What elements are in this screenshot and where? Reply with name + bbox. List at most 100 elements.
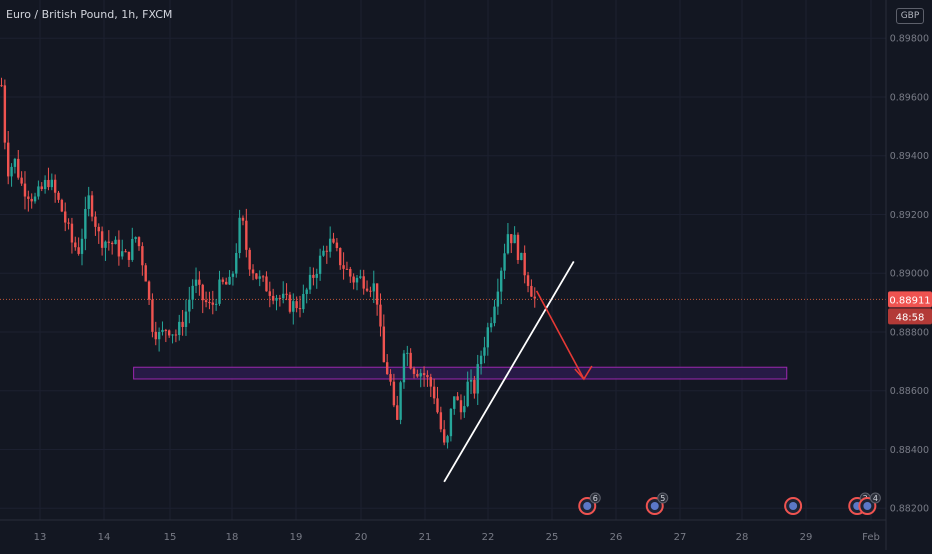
candle (67, 218, 70, 230)
candle (355, 275, 359, 291)
candle (295, 296, 298, 313)
candle (446, 434, 449, 449)
event-marker[interactable]: 5 (645, 492, 669, 515)
x-tick-label: 21 (419, 532, 432, 543)
candle (37, 180, 40, 200)
candle (141, 242, 144, 276)
candle (305, 287, 308, 304)
candle (104, 240, 107, 261)
drawings[interactable] (443, 261, 593, 483)
candle-body (432, 386, 436, 399)
candle (463, 395, 466, 418)
candle (178, 314, 181, 341)
candle (302, 284, 305, 313)
candle (171, 334, 174, 344)
candle (285, 283, 288, 301)
candle (365, 280, 369, 293)
candle-body (349, 269, 352, 277)
candle-body (107, 241, 111, 243)
candle (84, 196, 87, 251)
candle (375, 283, 379, 316)
candle (275, 294, 278, 311)
candle-body (335, 242, 339, 248)
symbol-title[interactable]: Euro / British Pound, 1h, FXCM (6, 8, 173, 21)
candle (278, 294, 282, 307)
candle-body (181, 321, 184, 327)
candle (322, 245, 325, 257)
candle (328, 226, 332, 258)
candle (64, 202, 67, 232)
candle-body (523, 252, 526, 276)
candle-body (315, 273, 318, 278)
candle (288, 291, 292, 314)
candle-body (489, 323, 493, 328)
candle-body (194, 279, 198, 286)
candle-body (483, 347, 486, 356)
candle (530, 279, 533, 298)
candle (432, 378, 436, 405)
candle (107, 230, 111, 251)
event-marker[interactable]: 4 (858, 492, 881, 515)
candle (198, 271, 201, 296)
candle-body (154, 331, 157, 340)
forecast-arrow-head[interactable] (574, 365, 593, 381)
countdown-tag (888, 308, 932, 325)
candle (238, 209, 241, 259)
candle (70, 217, 74, 254)
candle (479, 350, 483, 375)
trendline[interactable] (443, 261, 575, 483)
candle (235, 243, 238, 278)
event-count: 5 (660, 494, 665, 503)
x-tick-label: 19 (290, 532, 303, 543)
candle-body (104, 241, 107, 248)
candle (520, 252, 523, 261)
candle (372, 270, 375, 303)
event-marker[interactable] (784, 497, 803, 515)
candle-body (127, 251, 131, 260)
candle (60, 198, 64, 213)
candle-body (382, 326, 386, 363)
grid (0, 0, 886, 520)
candle (315, 268, 318, 289)
candle-body (308, 274, 312, 290)
candle (416, 369, 419, 378)
candle-body (201, 284, 204, 301)
support-zone[interactable] (133, 366, 788, 380)
candle-body (500, 270, 503, 292)
candle (318, 248, 322, 281)
candle (154, 321, 157, 346)
candle-body (134, 237, 137, 239)
candle (332, 232, 335, 244)
candle-body (10, 166, 13, 177)
candle-body (191, 285, 194, 300)
candle-body (74, 242, 77, 248)
support-zone-rect[interactable] (133, 366, 788, 380)
candle-body (453, 396, 456, 409)
candle-body (496, 291, 500, 307)
candle-body (167, 330, 171, 336)
candle (137, 236, 141, 251)
candle (409, 348, 412, 370)
candle (74, 236, 77, 251)
event-markers[interactable]: 6524 (578, 492, 881, 515)
candle (406, 345, 409, 366)
candle (510, 233, 513, 254)
candle-body (493, 306, 496, 324)
candle (47, 167, 50, 191)
candle (17, 150, 20, 180)
event-marker[interactable]: 6 (578, 492, 601, 515)
x-tick-label: 26 (610, 532, 623, 543)
x-tick-label: 18 (226, 532, 239, 543)
candle-body (355, 277, 359, 283)
currency-badge[interactable]: GBP (896, 8, 924, 24)
candle-body (342, 265, 345, 269)
forecast-arrow[interactable] (535, 290, 585, 380)
candle (389, 369, 392, 386)
event-count-badge (589, 492, 601, 504)
candle-body (345, 268, 349, 270)
candle (312, 267, 315, 286)
candle-body (87, 195, 90, 209)
